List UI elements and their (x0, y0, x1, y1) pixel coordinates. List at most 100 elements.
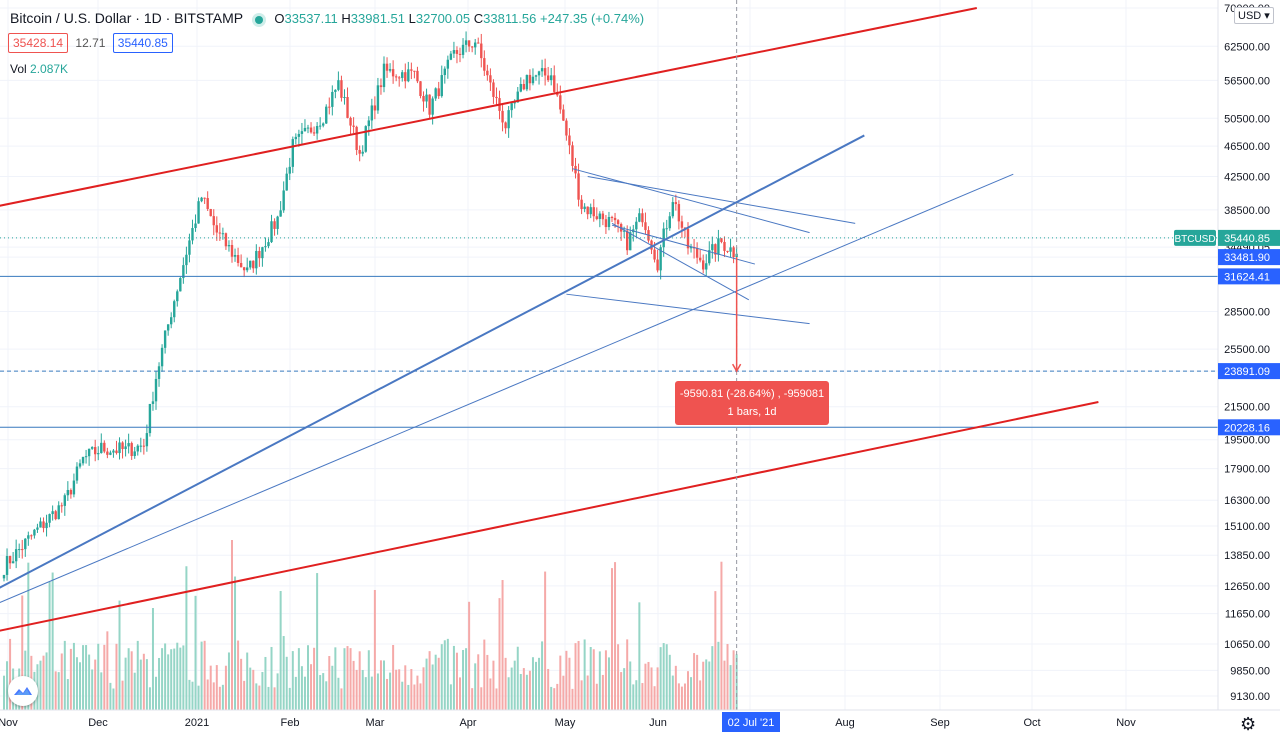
volume-bar (170, 649, 173, 710)
candle-body (8, 556, 12, 564)
currency-value: USD (1238, 10, 1262, 22)
time-tick-label: Sep (930, 717, 950, 729)
price-label-bg (1218, 419, 1280, 436)
volume-bar (650, 667, 653, 710)
candle-body (404, 72, 407, 82)
candle-body (467, 40, 471, 47)
chart-legend: Bitcoin / U.S. Dollar · 1D · BITSTAMP O3… (10, 10, 644, 26)
candle-body (373, 105, 377, 111)
volume-bar (699, 680, 702, 710)
candle-body (72, 480, 76, 495)
time-tick-label: Feb (281, 717, 300, 729)
candle-body (258, 250, 261, 259)
volume-bar (109, 682, 112, 710)
volume-bar (726, 643, 729, 710)
candle-body (176, 291, 179, 302)
volume-bar (331, 665, 334, 710)
candle-body (24, 538, 27, 550)
candle-body (698, 257, 702, 261)
volume-bar (513, 660, 516, 710)
volume-bar (541, 641, 544, 710)
volume-bar (328, 656, 331, 710)
open-value: 33537.11 (284, 11, 338, 26)
candle-body (306, 127, 310, 129)
volume-bar (103, 644, 106, 710)
volume-bar (525, 674, 528, 710)
candle-body (419, 81, 422, 97)
volume-bar (455, 652, 458, 710)
volume-bar (498, 598, 501, 710)
candle-body (546, 75, 550, 81)
candle-body (127, 443, 130, 447)
candle-body (610, 216, 614, 218)
volume-bar (48, 581, 51, 710)
volume-bar (632, 684, 635, 710)
volume-bar (3, 675, 5, 710)
price-label: 20228.16 (1224, 422, 1270, 434)
candle-body (355, 126, 358, 150)
volume-bar (690, 677, 693, 710)
candle-body (218, 232, 222, 234)
volume-bar (392, 644, 395, 710)
candle-body (568, 135, 571, 146)
price-label-bg (1218, 229, 1280, 246)
symbol-title[interactable]: Bitcoin / U.S. Dollar · 1D · BITSTAMP (10, 10, 244, 26)
candle-body (382, 63, 386, 88)
volume-bar (395, 669, 398, 710)
volume-bar (252, 669, 255, 710)
candle-body (300, 131, 304, 134)
volume-bar (267, 686, 270, 710)
volume-bar (285, 656, 288, 710)
volume-bar (115, 643, 118, 710)
candle-body (57, 505, 60, 520)
volume-bar (340, 688, 343, 710)
volume-bar (504, 657, 507, 710)
candle-body (732, 247, 735, 258)
volume-bar (510, 667, 513, 710)
candle-body (364, 126, 367, 152)
volume-bar (538, 657, 541, 710)
candle-body (66, 489, 70, 496)
trend-line (611, 224, 756, 265)
gear-icon[interactable]: ⚙ (1240, 714, 1257, 734)
volume-bar (88, 654, 91, 710)
ask-button[interactable]: 35440.85 (112, 33, 173, 53)
volume-bar (550, 686, 553, 710)
currency-select[interactable]: USD ▾ (1234, 7, 1274, 24)
candle-body (249, 260, 252, 268)
price-tick-label: 12650.00 (1224, 581, 1270, 593)
candle-body (14, 549, 18, 562)
candle-body (580, 199, 583, 209)
candle-body (507, 110, 510, 129)
volume-bar (683, 683, 686, 710)
time-tick-label: Apr (459, 717, 476, 729)
low-label: L (408, 11, 416, 26)
candle-body (662, 228, 665, 248)
volume-bar (112, 688, 115, 710)
volume-bar (91, 669, 94, 710)
candle-body (191, 228, 194, 241)
volume-bar (717, 641, 720, 710)
candle-body (394, 76, 398, 78)
volume-bar (246, 652, 249, 710)
time-cursor-label-bg (722, 712, 780, 732)
volume-bar (644, 663, 647, 710)
tradingview-logo-icon[interactable] (8, 676, 38, 706)
candle-body (477, 42, 480, 44)
trend-line (0, 7, 977, 207)
volume-bar (577, 640, 580, 710)
volume-bar (185, 566, 188, 710)
candle-body (501, 110, 504, 123)
candle-body (586, 206, 589, 215)
trend-line (572, 168, 810, 234)
volume-bar (428, 651, 431, 710)
candle-body (242, 267, 246, 271)
bid-button[interactable]: 35428.14 (8, 33, 69, 53)
change-value: +247.35 (+0.74%) (540, 11, 645, 26)
volume-bar (528, 670, 531, 710)
candle-body (553, 75, 556, 92)
high-value: 33981.51 (350, 11, 406, 26)
candle-body (604, 219, 608, 228)
volume-bar (401, 681, 404, 710)
